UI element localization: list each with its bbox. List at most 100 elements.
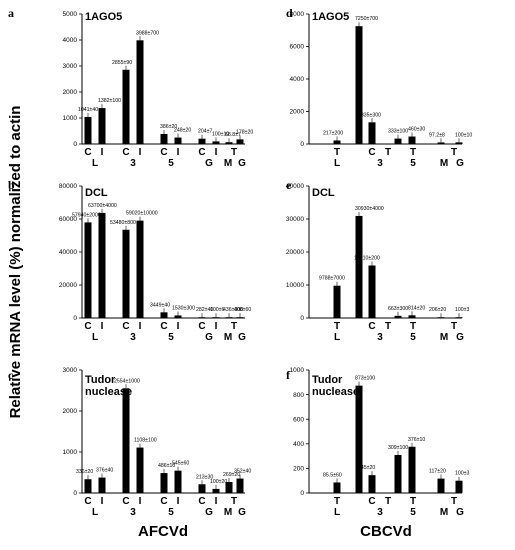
data-label: 9788±7000 bbox=[319, 276, 345, 282]
y-tick-label: 1000 bbox=[290, 367, 305, 374]
group-label: 5 bbox=[168, 332, 174, 343]
bar bbox=[368, 122, 376, 144]
group-label: 3 bbox=[130, 332, 136, 343]
bar bbox=[225, 142, 233, 144]
data-label: 1382±100 bbox=[98, 98, 121, 104]
category-label: T bbox=[385, 147, 391, 158]
category-label: I bbox=[177, 147, 180, 158]
category-label: C bbox=[198, 321, 205, 332]
data-label: 178±20 bbox=[236, 129, 253, 135]
bar bbox=[98, 212, 106, 318]
category-label: C bbox=[368, 496, 375, 507]
group-label: G bbox=[456, 507, 464, 518]
bar bbox=[368, 265, 376, 318]
category-label: C bbox=[368, 147, 375, 158]
chart-title: DCL bbox=[312, 187, 335, 199]
bar bbox=[355, 385, 363, 493]
bar bbox=[408, 136, 416, 144]
data-label: 63700±4000 bbox=[88, 203, 117, 209]
data-label: 486±10 bbox=[158, 463, 175, 469]
data-label: 206±20 bbox=[429, 307, 446, 313]
data-label: 386±20 bbox=[160, 124, 177, 130]
y-tick-label: 0 bbox=[73, 490, 77, 497]
category-label: T bbox=[231, 321, 237, 332]
bar bbox=[98, 477, 106, 493]
category-label: I bbox=[177, 321, 180, 332]
bar bbox=[160, 312, 168, 318]
data-label: 57940±2000 bbox=[72, 212, 101, 218]
data-label: 7250±700 bbox=[355, 16, 378, 22]
bar bbox=[136, 447, 144, 493]
bar bbox=[455, 317, 463, 318]
category-label: I bbox=[139, 147, 142, 158]
y-tick-label: 1000 bbox=[63, 449, 78, 456]
category-label: T bbox=[451, 321, 457, 332]
group-label: M bbox=[224, 507, 232, 518]
category-label: C bbox=[84, 321, 91, 332]
group-label: M bbox=[224, 158, 232, 169]
category-label: C bbox=[368, 321, 375, 332]
category-label: T bbox=[334, 496, 340, 507]
data-label: 213±30 bbox=[196, 474, 213, 480]
bar bbox=[84, 116, 92, 144]
y-tick-label: 2000 bbox=[290, 109, 305, 116]
y-tick-label: 40000 bbox=[59, 249, 77, 256]
group-label: 5 bbox=[410, 507, 416, 518]
data-label: 30930±4000 bbox=[355, 206, 384, 212]
chart-title: 1AGO5 bbox=[85, 11, 122, 23]
category-label: C bbox=[198, 147, 205, 158]
group-label: G bbox=[205, 158, 213, 169]
data-label: 100±20 bbox=[210, 479, 227, 485]
panel-letter: d bbox=[286, 6, 293, 20]
y-tick-label: 0 bbox=[300, 141, 304, 148]
category-label: T bbox=[451, 147, 457, 158]
category-label: T bbox=[334, 321, 340, 332]
bar bbox=[394, 315, 402, 318]
data-label: 3988±700 bbox=[136, 30, 159, 36]
bar bbox=[198, 484, 206, 493]
bar bbox=[122, 388, 130, 493]
data-label: 2855±90 bbox=[112, 60, 132, 66]
panel-letter: a bbox=[8, 6, 14, 20]
bar bbox=[212, 488, 220, 493]
bar bbox=[368, 475, 376, 493]
panel-letter: c bbox=[8, 368, 14, 382]
group-label: G bbox=[238, 507, 246, 518]
data-label: 15910±200 bbox=[354, 255, 380, 261]
category-label: C bbox=[84, 147, 91, 158]
bar bbox=[174, 137, 182, 144]
y-tick-label: 3000 bbox=[63, 63, 78, 70]
y-axis-label: Relative mRNA level (%) normalized to ac… bbox=[7, 106, 24, 419]
group-label: G bbox=[205, 507, 213, 518]
bar bbox=[394, 138, 402, 144]
category-label: C bbox=[122, 321, 129, 332]
y-tick-label: 0 bbox=[73, 141, 77, 148]
y-tick-label: 40000 bbox=[286, 183, 304, 190]
bar bbox=[394, 454, 402, 493]
group-label: M bbox=[440, 507, 448, 518]
data-label: 145±20 bbox=[358, 465, 375, 471]
group-label: 5 bbox=[168, 158, 174, 169]
data-label: 1335±300 bbox=[358, 112, 381, 118]
bar bbox=[198, 138, 206, 144]
y-tick-label: 0 bbox=[300, 315, 304, 322]
y-tick-label: 60000 bbox=[59, 216, 77, 223]
bar bbox=[160, 473, 168, 493]
data-label: 1530±300 bbox=[172, 305, 195, 311]
category-label: T bbox=[231, 147, 237, 158]
panel-b: b DCL 0 20000 40000 60000 80000 57940±2000 63700… bbox=[8, 178, 251, 343]
data-label: 204±7 bbox=[198, 129, 213, 135]
y-tick-label: 1000 bbox=[63, 115, 78, 122]
bar bbox=[333, 140, 341, 144]
group-label: L bbox=[334, 332, 340, 343]
bar bbox=[455, 142, 463, 144]
category-label: I bbox=[101, 321, 104, 332]
bar bbox=[98, 108, 106, 144]
data-label: 1108±100 bbox=[134, 438, 157, 444]
y-tick-label: 200 bbox=[293, 466, 304, 473]
group-label: L bbox=[92, 332, 98, 343]
group-label: G bbox=[456, 158, 464, 169]
bar bbox=[122, 69, 130, 144]
